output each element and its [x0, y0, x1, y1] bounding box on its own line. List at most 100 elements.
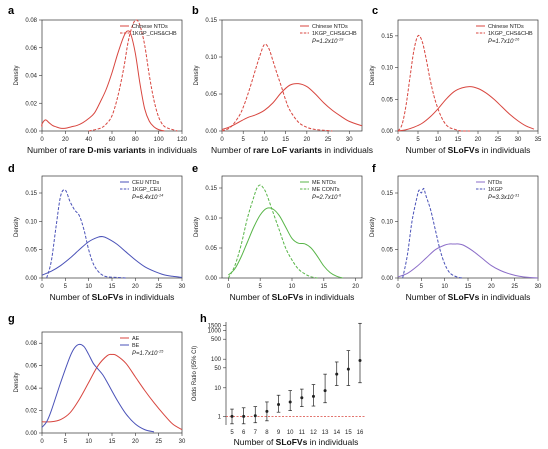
x-axis-label-part: rare D-mis variants — [69, 145, 146, 155]
x-tick-label: 10 — [287, 430, 294, 436]
x-tick-label: 10 — [441, 284, 448, 290]
y-tick-label: 0.06 — [25, 46, 37, 52]
x-tick-label: 14 — [333, 430, 340, 436]
legend-label: ME NTDs — [312, 180, 336, 186]
panel-letter: c — [372, 5, 378, 17]
x-tick-label: 5 — [259, 284, 263, 290]
y-tick-label: 500 — [211, 337, 222, 343]
x-axis-label: Number of rare LoF variants in individua… — [211, 145, 373, 155]
x-axis-label-part: in individuals — [123, 292, 174, 302]
y-axis-label: Density — [194, 65, 200, 85]
y-axis-label: Density — [14, 65, 20, 85]
x-tick-label: 25 — [325, 137, 332, 143]
y-tick-label: 10 — [214, 386, 221, 392]
y-axis-label: Density — [14, 372, 20, 392]
x-tick-label: 10 — [261, 137, 268, 143]
x-tick-label: 10 — [435, 137, 442, 143]
y-axis-label: Density — [194, 217, 200, 237]
y-tick-label: 0.15 — [205, 186, 217, 192]
x-tick-label: 8 — [265, 430, 269, 436]
y-tick-label: 0.00 — [381, 129, 393, 135]
y-axis-label: Density — [370, 65, 376, 85]
x-axis-label-part: Number of — [211, 145, 253, 155]
panel-letter: e — [192, 163, 198, 175]
x-tick-label: 5 — [64, 439, 68, 445]
x-tick-label: 13 — [322, 430, 329, 436]
plot-frame — [221, 175, 363, 279]
x-tick-label: 5 — [64, 284, 68, 290]
series-line — [46, 189, 127, 279]
x-tick-label: 40 — [85, 137, 92, 143]
p-value-exponent: -15 — [158, 349, 165, 354]
p-value: P=2.7x10-6 — [312, 193, 342, 202]
x-axis-label-part: Number of — [50, 447, 92, 449]
y-tick-label: 0.05 — [381, 97, 393, 103]
panel-letter: b — [192, 5, 199, 17]
y-tick-label: 0.00 — [25, 129, 37, 135]
panel-f: f 0 5 10 15 20 25 30 0.00 0.05 0.10 0.15 Number of S… — [370, 163, 542, 302]
x-axis-label-part: Number of — [50, 292, 92, 302]
panel-g: g 0 5 10 15 20 25 30 0.00 0.02 0.04 0.06 0.08 Number … — [8, 313, 186, 449]
x-tick-label: 7 — [254, 430, 258, 436]
x-axis-label-part: Number of — [27, 145, 69, 155]
x-tick-label: 15 — [465, 284, 472, 290]
x-axis-label-part: in individuals — [307, 437, 358, 447]
x-tick-label: 15 — [345, 430, 352, 436]
x-tick-label: 0 — [227, 284, 231, 290]
x-tick-label: 60 — [109, 137, 116, 143]
y-tick-label: 0.05 — [25, 248, 37, 254]
y-tick-label: 0.05 — [205, 92, 217, 98]
y-tick-label: 50 — [214, 366, 221, 372]
y-tick-label: 1 — [218, 414, 222, 420]
panel-b: b 0 5 10 15 20 25 30 0.00 0.05 0.10 0.15 Number of r… — [192, 5, 373, 155]
series-line — [397, 243, 539, 279]
p-value-exponent: -26 — [514, 37, 521, 42]
series-line — [221, 43, 333, 132]
or-point — [230, 414, 234, 418]
panel-e: e 0 5 10 15 20 0.00 0.05 0.10 0.15 Number of SLoFV… — [192, 163, 363, 302]
legend-label: 1KGP_CHS&CHB — [312, 31, 357, 37]
x-axis-label-part: rare LoF variants — [253, 145, 322, 155]
y-tick-label: 0.02 — [25, 409, 37, 415]
y-tick-label: 1000 — [208, 329, 222, 335]
or-point — [288, 400, 292, 404]
y-tick-label: 0.06 — [25, 364, 37, 370]
legend-label: Chinese NTDs — [488, 24, 524, 30]
p-value-base: P=2.7x10 — [312, 195, 338, 201]
x-tick-label: 5 — [242, 137, 246, 143]
x-axis-label-part: in individuals — [322, 145, 373, 155]
y-axis-label: Odds Ratio (95% CI) — [192, 346, 198, 401]
x-tick-label: 0 — [396, 137, 400, 143]
legend-label: Chinese NTDs — [312, 24, 348, 30]
p-value-exponent: -14 — [158, 193, 165, 198]
x-axis-label-part: in individuals — [123, 447, 174, 449]
y-tick-label: 0.00 — [205, 129, 217, 135]
plot-frame — [397, 175, 539, 279]
y-tick-label: 0.04 — [25, 386, 37, 392]
series-line — [397, 34, 471, 132]
series-line — [41, 353, 183, 431]
x-tick-label: 20 — [132, 439, 139, 445]
x-tick-label: 25 — [155, 439, 162, 445]
x-axis-label-part: in individuals — [479, 292, 530, 302]
x-tick-label: 12 — [310, 430, 317, 436]
x-tick-label: 25 — [155, 284, 162, 290]
y-tick-label: 0.04 — [25, 74, 37, 80]
series-line — [228, 207, 344, 279]
x-axis-label: Number of SLoFVs in individuals — [406, 145, 531, 155]
y-tick-label: 0.10 — [205, 216, 217, 222]
x-tick-label: 10 — [85, 284, 92, 290]
x-tick-label: 15 — [109, 284, 116, 290]
x-tick-label: 120 — [177, 137, 188, 143]
y-tick-label: 0.08 — [25, 341, 37, 347]
legend-label: 1KGP_CEU — [132, 187, 161, 193]
legend-label: NTDs — [488, 180, 502, 186]
x-axis-label-part: Number of — [230, 292, 272, 302]
y-tick-label: 0.02 — [25, 101, 37, 107]
p-value-exponent: -19 — [338, 37, 345, 42]
x-tick-label: 5 — [230, 430, 234, 436]
p-value: P=1.7x10-15 — [132, 349, 164, 358]
x-tick-label: 30 — [515, 137, 522, 143]
x-axis-label-part: in individuals — [303, 292, 354, 302]
legend-label: CEU NTDs — [132, 180, 159, 186]
